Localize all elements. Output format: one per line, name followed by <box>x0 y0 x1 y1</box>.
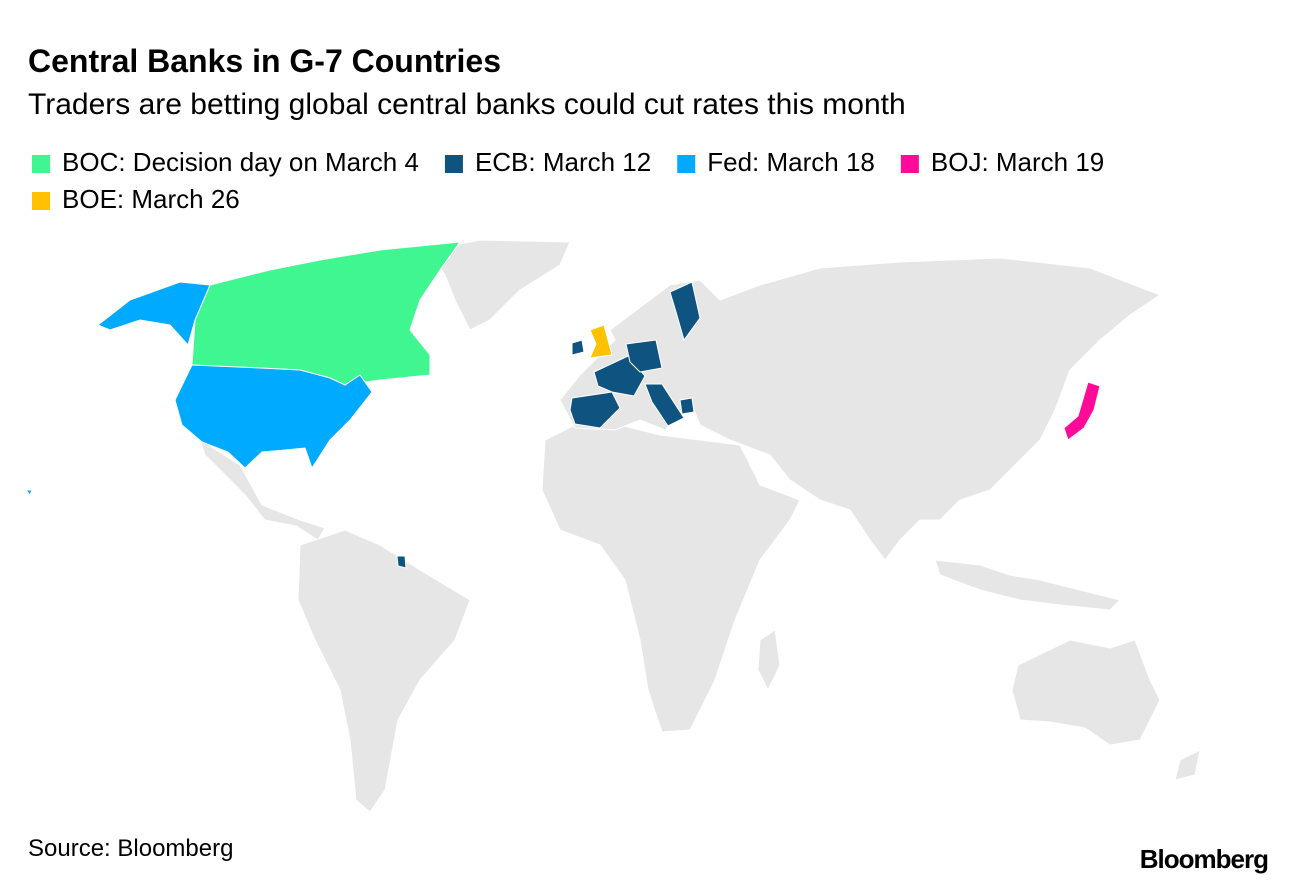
land <box>541 424 801 733</box>
legend-label: BOJ: March 19 <box>931 147 1104 177</box>
country <box>679 397 695 415</box>
land <box>934 559 1121 611</box>
land <box>1011 639 1161 746</box>
land <box>199 438 326 541</box>
world-map <box>24 239 1201 813</box>
legend-swatch <box>677 155 696 173</box>
land <box>757 629 781 692</box>
legend-item: BOC: Decision day on March 4 <box>32 147 419 177</box>
country <box>589 324 613 359</box>
country <box>396 555 407 569</box>
land <box>559 257 1162 561</box>
country <box>625 339 663 373</box>
legend-swatch <box>32 155 50 173</box>
legend: BOC: Decision day on March 4 ECB: March 1… <box>32 147 1104 214</box>
legend-item: Fed: March 18 <box>677 147 875 177</box>
legend-label: Fed: March 18 <box>707 147 875 177</box>
land <box>429 239 571 331</box>
legend-label: BOE: March 26 <box>62 184 240 214</box>
brand: Bloomberg <box>1140 844 1268 874</box>
country <box>174 364 373 470</box>
country <box>1063 381 1101 441</box>
legend-swatch <box>32 192 50 210</box>
country <box>669 281 701 342</box>
subtitle: Traders are betting global central banks… <box>28 88 906 121</box>
legend-label: ECB: March 12 <box>475 147 651 177</box>
legend-item: BOJ: March 19 <box>900 147 1104 177</box>
country <box>593 355 646 397</box>
land <box>1174 749 1201 781</box>
country <box>24 489 33 496</box>
source: Source: Bloomberg <box>28 835 233 862</box>
country <box>97 281 211 347</box>
legend-swatch <box>900 155 919 173</box>
country <box>571 339 585 356</box>
legend-label: BOC: Decision day on March 4 <box>62 147 419 177</box>
country <box>644 383 685 427</box>
legend-item: ECB: March 12 <box>444 147 651 177</box>
title: Central Banks in G-7 Countries <box>28 43 501 79</box>
legend-item: BOE: March 26 <box>32 184 240 214</box>
legend-swatch <box>444 155 463 173</box>
